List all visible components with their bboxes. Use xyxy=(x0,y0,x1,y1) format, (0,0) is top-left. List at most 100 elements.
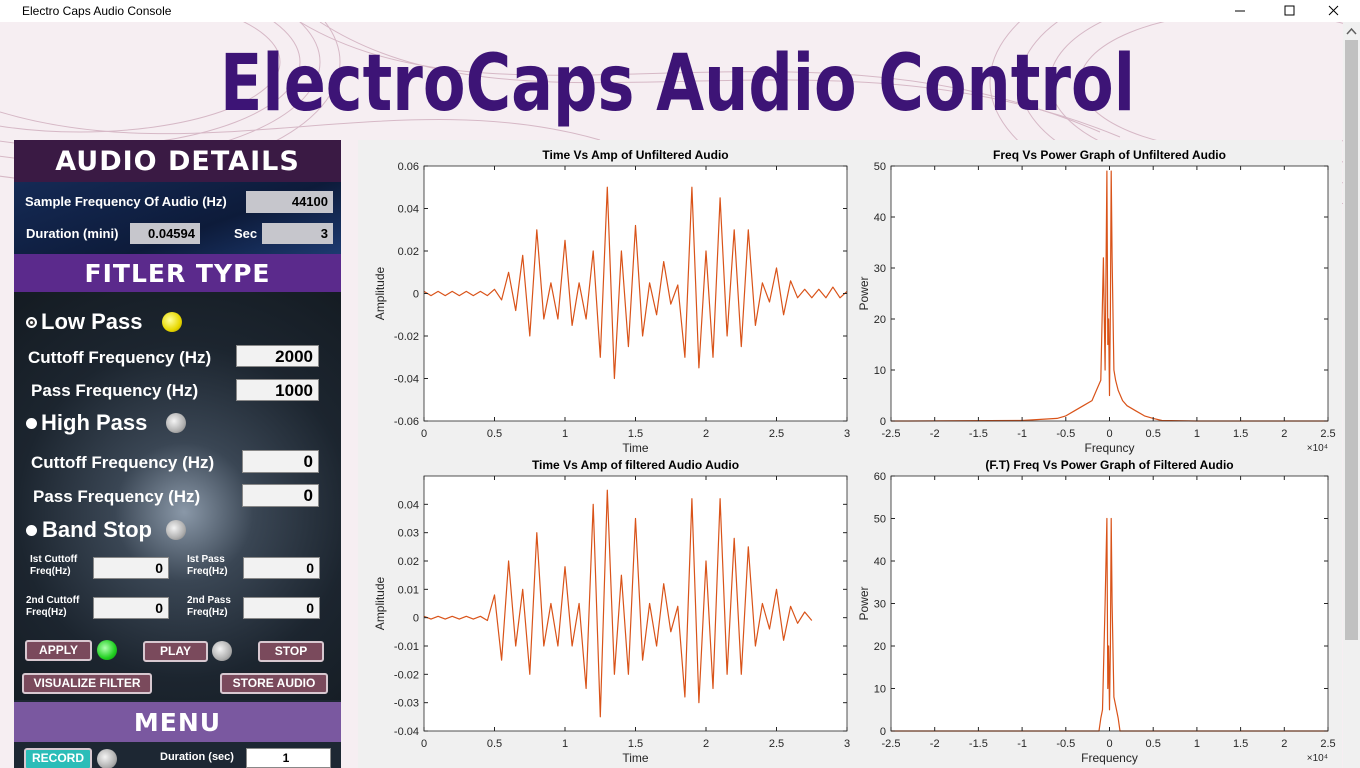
band-stop-lamp xyxy=(166,520,186,540)
audio-details-heading: AUDIO DETAILS xyxy=(14,140,341,182)
plot-area xyxy=(424,166,847,421)
y-tick-label: 0.02 xyxy=(398,556,419,568)
y-tick-label: 10 xyxy=(874,684,886,696)
y-tick-label: -0.04 xyxy=(394,374,419,386)
x-tick-label: -1 xyxy=(1017,428,1027,440)
apply-lamp xyxy=(97,640,117,660)
y-tick-label: -0.03 xyxy=(394,698,419,710)
x-tick-label: 0 xyxy=(421,738,427,750)
sample-frequency-label: Sample Frequency Of Audio (Hz) xyxy=(25,194,227,209)
pass1-label: Ist Pass Freq(Hz) xyxy=(187,554,228,577)
y-tick-label: 40 xyxy=(874,212,886,224)
x-tick-label: -1.5 xyxy=(969,738,988,750)
low-pass-cutoff-label: Cuttoff Frequency (Hz) xyxy=(28,348,212,367)
x-tick-label: 2 xyxy=(703,738,709,750)
maximize-button[interactable] xyxy=(1284,5,1295,16)
y-tick-label: 20 xyxy=(874,641,886,653)
low-pass-pass-field[interactable]: 1000 xyxy=(236,379,319,401)
x-tick-label: 1.5 xyxy=(1233,428,1248,440)
apply-button[interactable]: APPLY xyxy=(25,640,92,661)
high-pass-radio[interactable] xyxy=(26,418,37,429)
y-axis-label: Amplitude xyxy=(373,267,387,321)
y-tick-label: 0.04 xyxy=(398,499,419,511)
pass2-label: 2nd Pass Freq(Hz) xyxy=(187,595,231,618)
cutoff1-label: Ist Cuttoff Freq(Hz) xyxy=(30,554,78,577)
window-title: Electro Caps Audio Console xyxy=(0,0,1360,22)
pass1-field[interactable]: 0 xyxy=(243,557,320,579)
scrollbar-thumb[interactable] xyxy=(1345,40,1358,640)
high-pass-cutoff-field[interactable]: 0 xyxy=(242,450,319,473)
x-tick-label: 2.5 xyxy=(1320,738,1335,750)
y-tick-label: 0.04 xyxy=(398,204,419,216)
low-pass-radio[interactable] xyxy=(26,317,37,328)
stop-button[interactable]: STOP xyxy=(258,641,324,662)
record-button[interactable]: RECORD xyxy=(24,748,92,768)
x-tick-label: 2.5 xyxy=(769,428,784,440)
x-tick-label: 2 xyxy=(1281,428,1287,440)
cutoff1-field[interactable]: 0 xyxy=(93,557,169,579)
pass2-field[interactable]: 0 xyxy=(243,597,320,619)
signal-line xyxy=(891,170,1328,422)
cutoff2-field[interactable]: 0 xyxy=(93,597,169,619)
x-tick-label: 3 xyxy=(844,428,850,440)
low-pass-cutoff-field[interactable]: 2000 xyxy=(236,345,319,367)
low-pass-pass-label: Pass Frequency (Hz) xyxy=(31,381,199,400)
band-stop-label: Band Stop xyxy=(42,517,152,542)
x-tick-label: 1.5 xyxy=(628,738,643,750)
y-tick-label: 0 xyxy=(880,726,886,738)
duration-field[interactable]: 0.04594 xyxy=(130,223,200,244)
y-tick-label: -0.01 xyxy=(394,641,419,653)
high-pass-pass-field[interactable]: 0 xyxy=(242,484,319,507)
x-tick-label: 0 xyxy=(1106,738,1112,750)
y-tick-label: -0.02 xyxy=(394,331,419,343)
x-tick-label: 0 xyxy=(1106,428,1112,440)
y-tick-label: 20 xyxy=(874,314,886,326)
x-tick-label: 1.5 xyxy=(628,428,643,440)
x-tick-label: 2.5 xyxy=(1320,428,1335,440)
header-title: ElectroCaps Audio Control xyxy=(220,39,1135,129)
x-tick-label: 0.5 xyxy=(1146,738,1161,750)
visualize-filter-button[interactable]: VISUALIZE FILTER xyxy=(22,673,152,694)
y-tick-label: 0 xyxy=(413,613,419,625)
y-tick-label: 10 xyxy=(874,365,886,377)
x-tick-label: -1.5 xyxy=(969,428,988,440)
chart-title: Time Vs Amp of Unfiltered Audio xyxy=(542,148,728,162)
sample-frequency-field[interactable]: 44100 xyxy=(246,191,333,213)
high-pass-pass-label: Pass Frequency (Hz) xyxy=(33,487,201,506)
x-tick-label: 1 xyxy=(1194,738,1200,750)
x-axis-label: Frequency xyxy=(1081,751,1138,765)
close-button[interactable] xyxy=(1328,5,1339,16)
y-tick-label: -0.06 xyxy=(394,416,419,428)
filter-type-heading: FITLER TYPE xyxy=(14,254,341,292)
duration-label: Duration (mini) xyxy=(26,226,119,241)
x-axis-label: Time xyxy=(622,751,649,765)
x-tick-label: 2 xyxy=(703,428,709,440)
scrollbar[interactable] xyxy=(1343,22,1360,768)
y-tick-label: 40 xyxy=(874,556,886,568)
y-tick-label: 50 xyxy=(874,161,886,173)
low-pass-lamp xyxy=(162,312,182,332)
record-duration-field[interactable]: 1 xyxy=(246,748,331,768)
high-pass-cutoff-label: Cuttoff Frequency (Hz) xyxy=(31,453,215,472)
play-lamp xyxy=(212,641,232,661)
cutoff2-label: 2nd Cuttoff Freq(Hz) xyxy=(26,595,80,618)
y-tick-label: 0.03 xyxy=(398,528,419,540)
band-stop-radio[interactable] xyxy=(26,525,37,536)
y-axis-label: Amplitude xyxy=(373,577,387,631)
y-tick-label: -0.04 xyxy=(394,726,419,738)
store-audio-button[interactable]: STORE AUDIO xyxy=(220,673,328,694)
play-button[interactable]: PLAY xyxy=(143,641,208,662)
x-tick-label: 1 xyxy=(562,738,568,750)
record-duration-label: Duration (sec) xyxy=(160,751,234,763)
window-controls[interactable] xyxy=(1225,0,1360,22)
y-tick-label: 60 xyxy=(874,471,886,483)
x-tick-label: 0.5 xyxy=(1146,428,1161,440)
x-tick-label: -0.5 xyxy=(1056,428,1075,440)
chart-title: Freq Vs Power Graph of Unfiltered Audio xyxy=(993,148,1226,162)
y-tick-label: 0.01 xyxy=(398,584,419,596)
sec-field[interactable]: 3 xyxy=(262,223,333,244)
x-tick-label: 1 xyxy=(562,428,568,440)
x-tick-label: -0.5 xyxy=(1056,738,1075,750)
x-tick-label: 1 xyxy=(1194,428,1200,440)
x-tick-label: -2.5 xyxy=(882,428,901,440)
